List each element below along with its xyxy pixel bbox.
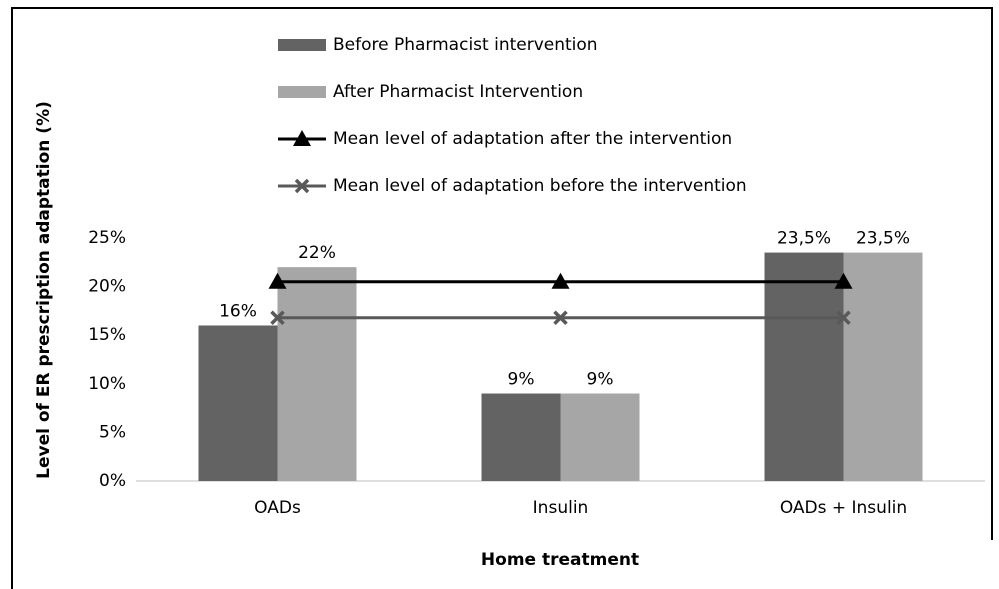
data-label: 9%: [508, 370, 535, 390]
marker: [270, 310, 285, 325]
bar: [481, 393, 561, 481]
marker: [553, 310, 568, 325]
x-axis-title: Home treatment: [481, 550, 639, 570]
y-tick-label: 0%: [99, 471, 126, 491]
legend-swatch: [278, 86, 326, 98]
marker: [551, 272, 570, 289]
legend-label: Before Pharmacist intervention: [333, 35, 598, 55]
y-tick-label: 15%: [88, 325, 126, 345]
y-tick-label: 5%: [99, 422, 126, 442]
data-label: 22%: [298, 243, 336, 263]
frame: [11, 7, 993, 589]
bar: [843, 252, 923, 481]
y-tick-label: 20%: [88, 277, 126, 297]
data-label: 9%: [587, 370, 614, 390]
y-tick-label: 25%: [88, 228, 126, 248]
bar: [198, 325, 278, 481]
legend-label: Mean level of adaptation after the inter…: [333, 129, 732, 149]
data-label: 23,5%: [777, 229, 831, 249]
data-label: 23,5%: [856, 229, 910, 249]
x-tick-label: OADs: [254, 498, 301, 518]
bar: [764, 252, 844, 481]
legend-label: After Pharmacist Intervention: [333, 82, 583, 102]
marker: [268, 272, 287, 289]
legend-label: Mean level of adaptation before the inte…: [333, 176, 747, 196]
y-axis-title: Level of ER prescription adaptation (%): [34, 101, 54, 479]
bar: [560, 393, 640, 481]
marker: [836, 310, 851, 325]
x-tick-label: Insulin: [533, 498, 589, 518]
legend-marker: [293, 130, 311, 146]
bar: [277, 267, 357, 481]
data-label: 16%: [219, 301, 257, 321]
legend-swatch: [278, 39, 326, 51]
marker: [834, 272, 853, 289]
x-tick-label: OADs + Insulin: [780, 498, 907, 518]
legend-marker: [294, 178, 310, 194]
y-tick-label: 10%: [88, 374, 126, 394]
